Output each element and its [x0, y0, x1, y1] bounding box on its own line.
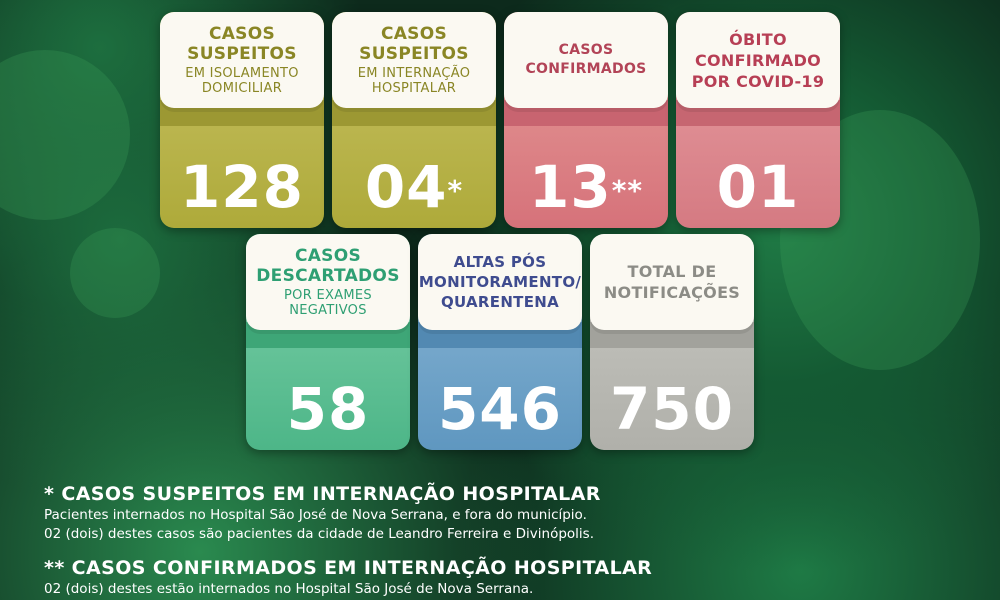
footnote-line: Pacientes internados no Hospital São Jos… — [44, 507, 587, 523]
card-value-wrap: 58 — [246, 374, 410, 444]
footnote-line: 02 (dois) destes estão internados no Hos… — [44, 581, 534, 597]
card-header: CASOS SUSPEITOS EM INTERNAÇÃO HOSPITALAR — [332, 12, 496, 108]
card-value: 01 — [716, 153, 800, 221]
virus-illustration-left — [0, 50, 130, 220]
card-subtitle: EM INTERNAÇÃO HOSPITALAR — [357, 66, 471, 96]
card-title: CASOS DESCARTADOS — [256, 246, 400, 286]
card-suspeitos-internacao: CASOS SUSPEITOS EM INTERNAÇÃO HOSPITALAR… — [332, 12, 496, 228]
card-value: 58 — [286, 375, 370, 443]
virus-illustration-small — [70, 228, 160, 318]
card-obito: ÓBITO CONFIRMADO POR COVID-19 01 — [676, 12, 840, 228]
card-header: TOTAL DE NOTIFICAÇÕES — [590, 234, 754, 330]
footnotes: * CASOS SUSPEITOS EM INTERNAÇÃO HOSPITAL… — [44, 482, 974, 599]
card-value: 13 — [528, 153, 612, 221]
card-value-wrap: 128 — [160, 152, 324, 222]
card-value: 128 — [179, 153, 305, 221]
card-header: CASOS DESCARTADOS POR EXAMES NEGATIVOS — [246, 234, 410, 330]
card-suspeitos-isolamento: CASOS SUSPEITOS EM ISOLAMENTO DOMICILIAR… — [160, 12, 324, 228]
card-value-wrap: 13** — [504, 152, 668, 222]
card-title: ALTAS PÓS MONITORAMENTO/ QUARENTENA — [418, 253, 582, 311]
card-value-wrap: 01 — [676, 152, 840, 222]
card-subtitle: POR EXAMES NEGATIVOS — [284, 288, 372, 318]
card-title: ÓBITO CONFIRMADO POR COVID-19 — [691, 29, 825, 91]
card-confirmados: CASOS CONFIRMADOS 13** — [504, 12, 668, 228]
card-value: 04 — [364, 153, 448, 221]
card-value: 750 — [609, 375, 735, 443]
card-title: CASOS CONFIRMADOS — [525, 42, 647, 77]
card-value-wrap: 546 — [418, 374, 582, 444]
card-header: ALTAS PÓS MONITORAMENTO/ QUARENTENA — [418, 234, 582, 330]
card-header: CASOS CONFIRMADOS — [504, 12, 668, 108]
card-value-wrap: 750 — [590, 374, 754, 444]
card-subtitle: EM ISOLAMENTO DOMICILIAR — [185, 66, 299, 96]
footnote-line: 02 (dois) destes casos são pacientes da … — [44, 526, 595, 542]
footnote-mark: * — [447, 174, 464, 207]
card-value-wrap: 04* — [332, 152, 496, 222]
card-descartados: CASOS DESCARTADOS POR EXAMES NEGATIVOS 5… — [246, 234, 410, 450]
card-notificacoes: TOTAL DE NOTIFICAÇÕES 750 — [590, 234, 754, 450]
card-value: 546 — [437, 375, 563, 443]
card-title: TOTAL DE NOTIFICAÇÕES — [603, 262, 741, 302]
card-header: ÓBITO CONFIRMADO POR COVID-19 — [676, 12, 840, 108]
card-title: CASOS SUSPEITOS — [187, 24, 297, 64]
footnote-title: * CASOS SUSPEITOS EM INTERNAÇÃO HOSPITAL… — [44, 483, 601, 505]
card-altas: ALTAS PÓS MONITORAMENTO/ QUARENTENA 546 — [418, 234, 582, 450]
footnote-title: ** CASOS CONFIRMADOS EM INTERNAÇÃO HOSPI… — [44, 557, 653, 579]
card-header: CASOS SUSPEITOS EM ISOLAMENTO DOMICILIAR — [160, 12, 324, 108]
footnote-mark: ** — [611, 174, 643, 207]
card-title: CASOS SUSPEITOS — [359, 24, 469, 64]
